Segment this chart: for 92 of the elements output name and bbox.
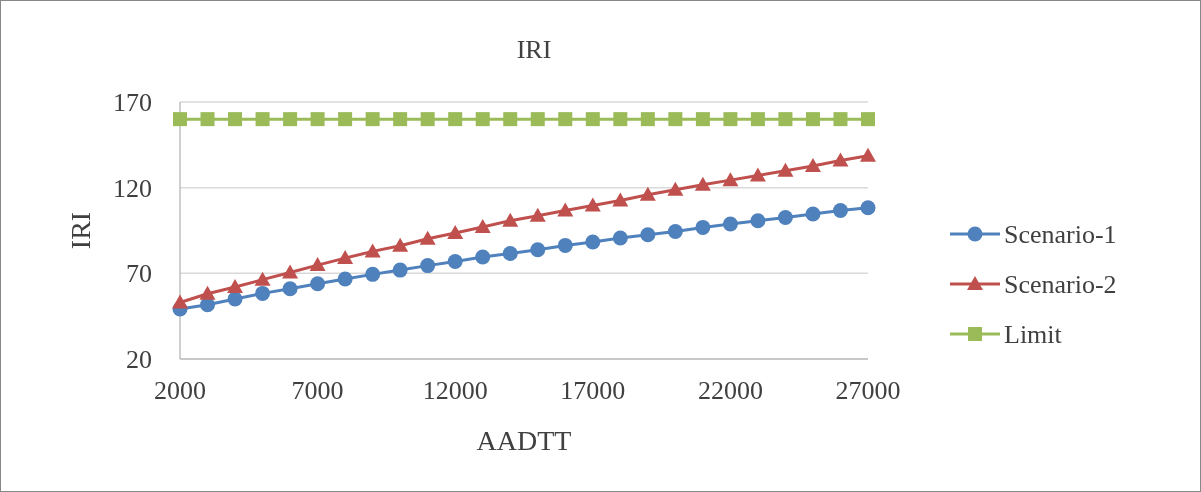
- point: [529, 207, 546, 222]
- point: [584, 197, 601, 212]
- point: [612, 192, 629, 207]
- point: [723, 112, 738, 127]
- point: [364, 243, 381, 258]
- point: [282, 281, 298, 297]
- point: [227, 279, 244, 294]
- point: [309, 257, 326, 272]
- point: [338, 112, 353, 127]
- point: [475, 112, 490, 127]
- legend-label: Scenario-1: [1004, 220, 1117, 250]
- point: [227, 291, 243, 307]
- point: [365, 112, 380, 127]
- legend-label: Limit: [1004, 320, 1063, 350]
- point: [502, 212, 519, 227]
- point: [640, 227, 656, 243]
- point: [722, 172, 739, 187]
- point: [200, 112, 215, 127]
- point: [254, 271, 271, 286]
- point: [668, 112, 683, 127]
- x-tick-label: 27000: [835, 376, 901, 405]
- point: [310, 112, 325, 127]
- point: [474, 219, 491, 234]
- x-axis-title: AADTT: [476, 425, 572, 456]
- point: [475, 249, 491, 265]
- point: [447, 254, 463, 270]
- point: [255, 285, 271, 301]
- point: [199, 285, 216, 300]
- point: [833, 112, 848, 127]
- point: [722, 216, 738, 232]
- legend-label: Scenario-2: [1004, 270, 1117, 300]
- y-tick-label: 120: [113, 173, 152, 203]
- point: [750, 213, 766, 229]
- point: [778, 112, 793, 127]
- point: [310, 276, 326, 292]
- point: [420, 112, 435, 127]
- point: [612, 230, 628, 246]
- point: [777, 162, 794, 177]
- point: [861, 112, 875, 127]
- point: [530, 112, 545, 127]
- point: [667, 181, 684, 196]
- point: [530, 242, 546, 258]
- point: [804, 158, 821, 173]
- point: [832, 202, 848, 218]
- point: [502, 245, 518, 261]
- point: [805, 112, 820, 127]
- point: [282, 264, 299, 279]
- point: [640, 112, 655, 127]
- x-tick-label: 17000: [560, 376, 626, 405]
- point: [557, 202, 574, 217]
- point: [557, 237, 573, 253]
- point: [283, 112, 298, 127]
- point: [832, 152, 849, 167]
- point: [392, 262, 408, 278]
- point: [420, 258, 436, 274]
- point: [173, 112, 187, 127]
- point: [447, 225, 464, 240]
- point: [558, 112, 573, 127]
- point: [777, 209, 793, 225]
- point: [667, 224, 683, 240]
- point: [585, 112, 600, 127]
- y-tick-label: 20: [126, 345, 152, 375]
- x-tick-label: 12000: [422, 376, 488, 405]
- x-tick-label: 2000: [154, 376, 206, 405]
- point: [694, 176, 711, 191]
- point: [860, 147, 876, 162]
- point: [749, 167, 766, 182]
- point: [613, 112, 628, 127]
- point: [695, 112, 710, 127]
- point: [805, 206, 821, 222]
- point: [419, 230, 436, 245]
- point: [393, 112, 408, 127]
- point: [503, 112, 518, 127]
- point: [365, 266, 381, 282]
- y-axis-title: IRI: [65, 211, 96, 250]
- x-tick-label: 22000: [697, 376, 763, 405]
- point: [448, 112, 463, 127]
- point: [750, 112, 765, 127]
- point: [639, 186, 656, 201]
- y-tick-label: 170: [113, 88, 152, 118]
- point: [228, 112, 243, 127]
- point: [860, 200, 876, 216]
- x-tick-label: 7000: [291, 376, 344, 405]
- y-tick-label: 70: [126, 259, 152, 289]
- point: [337, 271, 353, 287]
- point: [585, 234, 601, 250]
- point: [172, 294, 188, 309]
- point: [392, 237, 409, 252]
- point: [255, 112, 270, 127]
- point: [695, 219, 711, 235]
- chart-title: IRI: [516, 35, 552, 64]
- point: [337, 250, 354, 265]
